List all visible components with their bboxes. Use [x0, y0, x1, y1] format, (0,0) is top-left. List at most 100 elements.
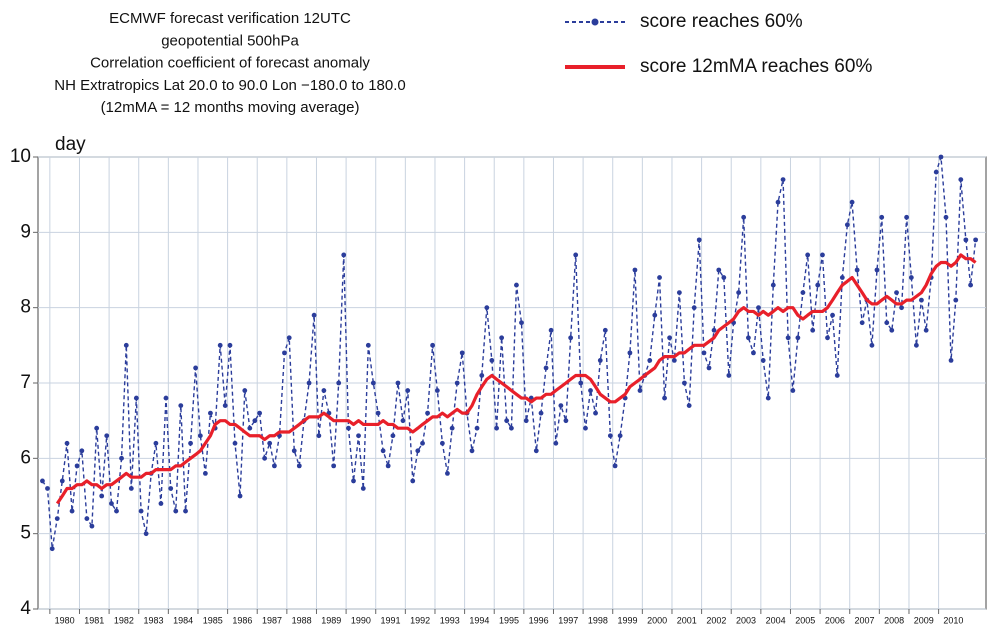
data-point	[632, 267, 638, 273]
data-point	[217, 342, 223, 348]
x-tick-label: 1986	[232, 615, 252, 625]
y-tick-label: 10	[10, 146, 31, 167]
data-point	[667, 335, 673, 341]
data-point	[341, 252, 347, 258]
data-point	[459, 350, 465, 356]
data-point	[741, 214, 747, 220]
legend-marker	[591, 18, 599, 26]
data-point	[834, 373, 840, 378]
data-point	[602, 327, 608, 333]
data-point	[923, 327, 929, 333]
data-point	[553, 440, 559, 446]
data-point	[588, 388, 593, 393]
data-point	[908, 275, 914, 280]
data-point	[770, 282, 776, 288]
x-tick-label: 1984	[173, 615, 193, 625]
data-point	[514, 282, 519, 288]
chart-title: ECMWF forecast verification 12UTC	[109, 10, 351, 27]
x-tick-label: 2004	[766, 615, 786, 625]
data-point	[721, 275, 727, 280]
data-point	[904, 214, 910, 220]
series-line	[55, 253, 977, 505]
x-tick-label: 1985	[203, 615, 223, 625]
y-tick-label: 6	[20, 447, 31, 468]
data-point	[257, 410, 262, 416]
x-tick-label: 1989	[321, 615, 341, 625]
data-point	[40, 478, 45, 484]
data-point	[494, 425, 499, 431]
data-point	[558, 403, 564, 408]
series-line	[41, 156, 977, 550]
data-point	[104, 433, 110, 439]
data-point	[691, 305, 697, 311]
data-point	[716, 267, 722, 273]
y-tick-label: 7	[20, 372, 31, 393]
data-point	[420, 440, 425, 446]
data-point	[479, 373, 485, 378]
data-point	[671, 358, 677, 363]
data-point	[267, 440, 273, 446]
data-point	[825, 335, 830, 341]
data-point	[504, 418, 510, 424]
data-point	[894, 290, 899, 295]
data-point	[854, 267, 860, 273]
data-point	[138, 508, 144, 514]
data-point	[736, 290, 742, 295]
x-tick-label: 1993	[440, 615, 460, 625]
data-point	[474, 425, 480, 431]
x-tick-label: 1998	[588, 615, 608, 625]
data-point	[390, 433, 396, 439]
data-point	[746, 335, 751, 341]
data-point	[227, 342, 233, 348]
data-point	[706, 365, 712, 371]
data-point	[963, 237, 969, 243]
data-point	[74, 463, 80, 469]
data-point	[365, 342, 371, 348]
data-point	[509, 425, 514, 431]
y-axis-label: day	[55, 134, 86, 155]
data-point	[593, 410, 598, 416]
data-point	[351, 478, 356, 484]
data-point	[543, 365, 549, 371]
data-point	[879, 214, 885, 220]
data-point	[919, 297, 924, 303]
data-point	[296, 463, 302, 469]
data-point	[627, 350, 633, 356]
data-point	[99, 493, 105, 499]
data-point	[405, 388, 411, 393]
data-point	[548, 327, 554, 333]
x-tick-label: 1991	[381, 615, 401, 625]
data-point	[69, 508, 75, 514]
data-point	[780, 177, 786, 183]
data-point	[188, 440, 193, 446]
data-point	[563, 418, 569, 424]
data-point	[425, 410, 430, 416]
data-point	[346, 425, 351, 431]
data-point	[815, 282, 821, 288]
data-point	[286, 335, 292, 341]
data-point	[143, 531, 149, 537]
data-point	[282, 350, 287, 356]
x-tick-label: 1995	[499, 615, 519, 625]
data-point	[751, 350, 756, 356]
data-point	[197, 433, 203, 439]
data-point	[208, 410, 213, 416]
data-point	[119, 455, 124, 461]
data-point	[395, 380, 401, 386]
data-point	[158, 501, 164, 506]
y-tick-label: 5	[20, 523, 31, 544]
x-tick-label: 1981	[84, 615, 104, 625]
data-point	[884, 320, 890, 326]
data-point	[415, 448, 421, 454]
data-point	[45, 486, 50, 491]
data-point	[316, 433, 322, 439]
data-point	[375, 410, 381, 416]
data-point	[311, 312, 317, 318]
data-point	[696, 237, 702, 243]
data-point	[938, 154, 944, 160]
data-point	[222, 403, 228, 408]
data-point	[237, 493, 243, 499]
data-point	[756, 305, 761, 311]
chart-title: (12mMA = 12 months moving average)	[101, 99, 360, 116]
